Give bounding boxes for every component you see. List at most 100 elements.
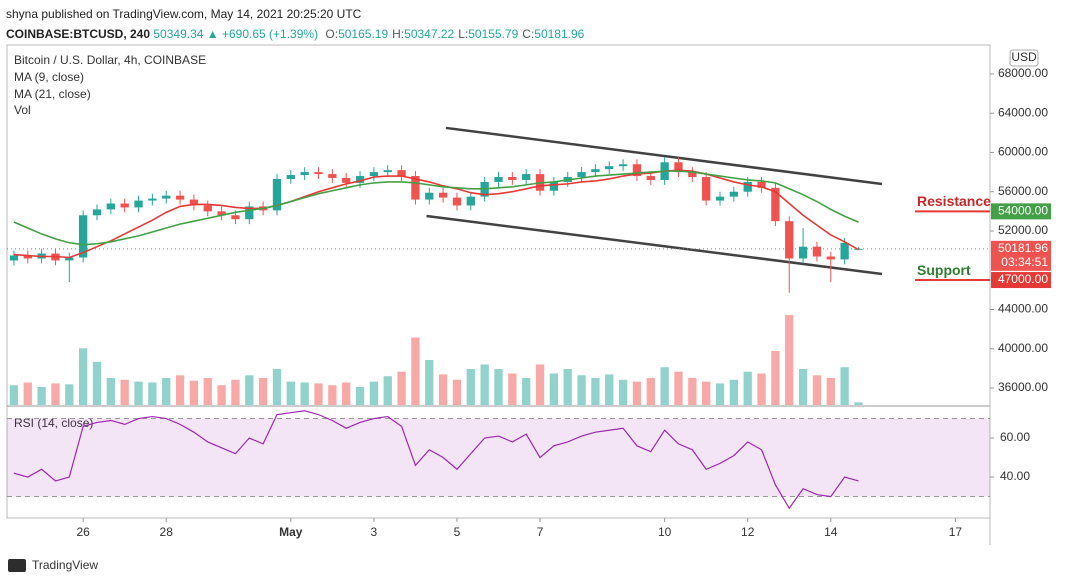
volume-bar [840, 367, 849, 405]
candle-body [591, 169, 600, 173]
volume-bar [9, 385, 19, 405]
candle-body [300, 172, 309, 176]
y-tick-label: 68000.00 [998, 66, 1048, 80]
candle-body [771, 187, 780, 222]
candle-body [245, 206, 254, 220]
candle-body [203, 205, 212, 212]
ohlc-value: 50155.79 [468, 27, 519, 41]
candle-body [743, 181, 752, 192]
candle-body [65, 257, 74, 261]
volume-bar [466, 369, 475, 405]
x-tick-label: 12 [741, 525, 755, 539]
candle-body [618, 164, 628, 167]
candle-body [189, 199, 199, 206]
volume-bar [508, 373, 517, 405]
x-tick-label: May [279, 525, 303, 539]
volume-bar [175, 375, 185, 405]
y-tick-label: 40000.00 [998, 341, 1048, 355]
candle-body [231, 215, 240, 220]
volume-bar [535, 364, 545, 405]
volume-bar [743, 371, 752, 405]
ohlc-label: C: [522, 27, 535, 41]
annotation: Support [917, 262, 971, 278]
volume-bar [23, 382, 32, 405]
volume-bar [272, 369, 282, 405]
volume-bar [328, 385, 337, 405]
volume-bar [231, 379, 240, 405]
brand: TradingView [32, 558, 98, 572]
ohlc-label: L: [458, 27, 469, 41]
annotation: Resistance [917, 193, 991, 209]
candle-body [674, 162, 683, 173]
candle-body [508, 177, 517, 180]
volume-bar [618, 379, 628, 405]
candle-body [23, 255, 32, 259]
y-tick-label: 56000.00 [998, 184, 1048, 198]
volume-bar [355, 387, 365, 405]
currency: USD [1011, 50, 1037, 64]
ohlc: O:50165.19 H:50347.22 L:50155.79 C:50181.96 [321, 27, 584, 41]
candle-body [577, 172, 586, 178]
candle-body [314, 172, 323, 175]
candle-body [342, 177, 351, 183]
last-price-label: 50181.96 [998, 241, 1048, 255]
candle-body [632, 164, 642, 177]
volume-bar [106, 378, 115, 405]
volume-bar [522, 378, 531, 405]
volume-legend: Vol [14, 103, 31, 117]
volume-bar [646, 378, 655, 405]
volume-bar [702, 381, 711, 405]
volume-bar [286, 381, 295, 405]
volume-bar [688, 378, 697, 405]
trendline [445, 126, 883, 186]
volume-bar [245, 375, 254, 405]
candle-body [715, 196, 725, 201]
candle-body [785, 221, 794, 259]
rsi-line [13, 410, 859, 510]
candle-body [452, 197, 462, 206]
candle-body [702, 177, 711, 201]
volume-bar [785, 315, 794, 405]
x-tick-label: 10 [658, 525, 672, 539]
candle-body [162, 195, 171, 199]
chart-title: Bitcoin / U.S. Dollar, 4h, COINBASE [14, 53, 206, 67]
candle-body [120, 203, 129, 208]
y-tick-label: 52000.00 [998, 223, 1048, 237]
candle-body [355, 176, 365, 183]
ma-legend: MA (21, close) [14, 87, 91, 101]
candle-body [175, 195, 185, 200]
candle-body [9, 255, 19, 261]
volume-bar [148, 382, 157, 405]
candle-body [369, 172, 379, 177]
volume-bar [812, 375, 822, 405]
last-price-box [991, 240, 1051, 271]
candle-body [286, 175, 295, 179]
volume-bar [258, 378, 268, 405]
x-tick-label: 5 [454, 525, 461, 539]
level-box [991, 203, 1051, 220]
volume-bar [605, 374, 614, 405]
candle-body [425, 192, 434, 200]
ohlc-label: O: [325, 27, 339, 41]
symbol: COINBASE:BTCUSD, 240 [6, 27, 151, 41]
level-label: 47000.00 [998, 272, 1048, 286]
volume-bar [51, 383, 60, 405]
volume-bar [715, 383, 725, 405]
volume-bar [65, 384, 74, 405]
candle-body [383, 170, 392, 173]
candle-body [397, 170, 406, 177]
candle-body [272, 178, 282, 211]
candle-body [328, 174, 337, 178]
volume-bar [300, 382, 309, 405]
candle-body [134, 200, 143, 208]
candle-body [729, 191, 739, 197]
volume-bar [480, 364, 489, 405]
candle-body [411, 176, 420, 200]
volume-bar [78, 348, 88, 405]
candle-body [217, 211, 226, 216]
volume-bar [452, 379, 462, 405]
candle-body [826, 256, 835, 260]
volume-bar [771, 351, 780, 405]
ohlc-value: 50165.19 [338, 27, 389, 41]
